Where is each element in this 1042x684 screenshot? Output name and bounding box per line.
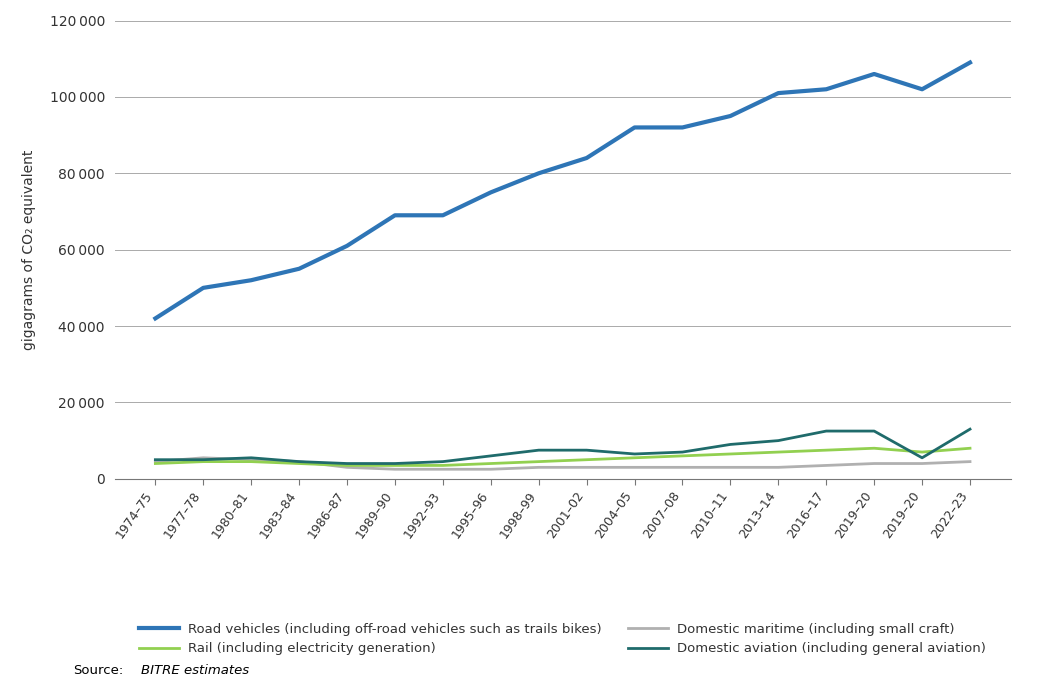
Y-axis label: gigagrams of CO₂ equivalent: gigagrams of CO₂ equivalent (22, 150, 35, 350)
Text: BITRE estimates: BITRE estimates (141, 663, 249, 676)
Text: Source:: Source: (73, 663, 123, 676)
Legend: Road vehicles (including off-road vehicles such as trails bikes), Rail (includin: Road vehicles (including off-road vehicl… (140, 623, 986, 655)
